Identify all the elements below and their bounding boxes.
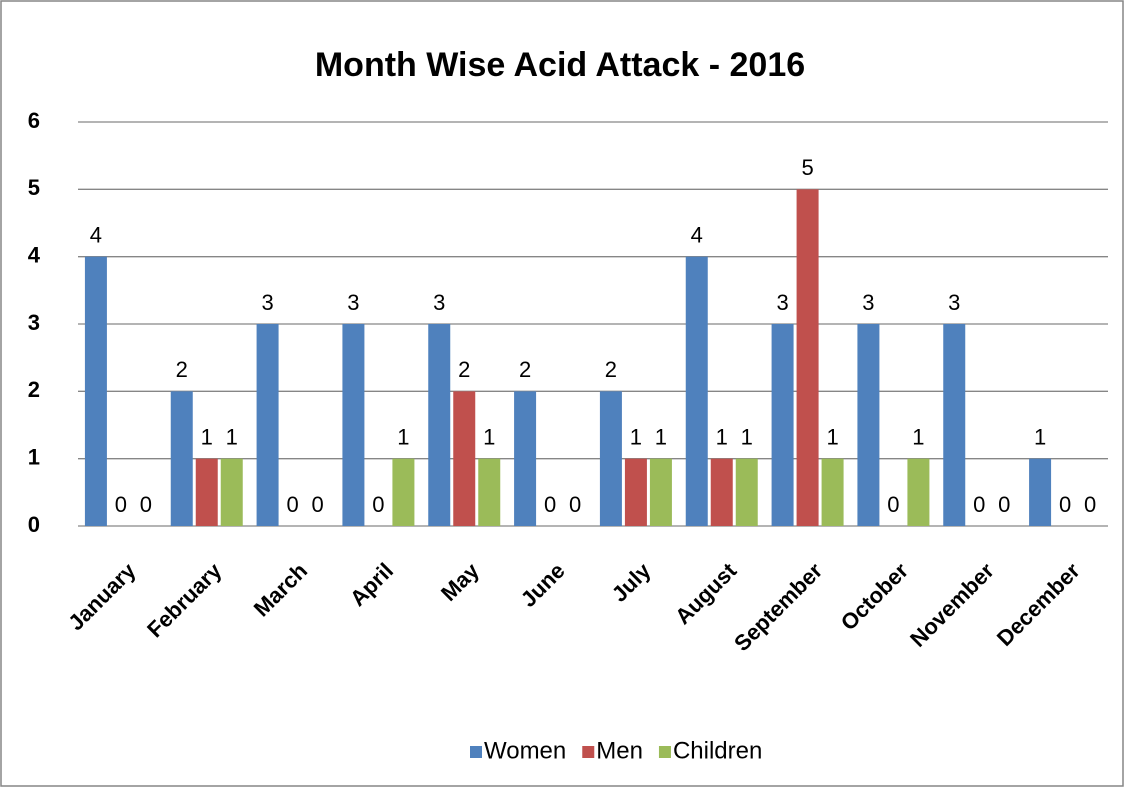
data-label: 4 [90, 222, 102, 247]
bar [170, 391, 193, 526]
data-label: 0 [140, 492, 152, 517]
legend-swatch [470, 746, 482, 758]
data-label: 3 [433, 290, 445, 315]
data-label: 1 [716, 424, 728, 449]
data-label: 0 [115, 492, 127, 517]
bar [428, 324, 451, 526]
data-label: 2 [458, 357, 470, 382]
data-label: 1 [1034, 424, 1046, 449]
data-label: 0 [569, 492, 581, 517]
y-tick-label: 3 [28, 310, 40, 335]
data-label: 0 [1059, 492, 1071, 517]
legend-label: Women [484, 737, 566, 764]
bar [685, 256, 708, 526]
data-label: 3 [347, 290, 359, 315]
data-label: 1 [741, 424, 753, 449]
data-label: 1 [226, 424, 238, 449]
bar [84, 256, 107, 526]
data-label: 2 [176, 357, 188, 382]
bar [735, 458, 758, 526]
data-label: 1 [826, 424, 838, 449]
bar [195, 458, 218, 526]
data-label: 1 [201, 424, 213, 449]
data-label: 3 [261, 290, 273, 315]
bar [771, 324, 794, 526]
data-label: 0 [544, 492, 556, 517]
chart-title: Month Wise Acid Attack - 2016 [315, 46, 805, 84]
bar [514, 391, 537, 526]
data-label: 0 [887, 492, 899, 517]
data-label: 5 [801, 155, 813, 180]
legend-label: Men [596, 737, 643, 764]
bar [256, 324, 279, 526]
data-label: 3 [948, 290, 960, 315]
bar [821, 458, 844, 526]
y-tick-label: 4 [28, 242, 41, 267]
bar [907, 458, 930, 526]
bar [796, 189, 819, 527]
legend-label: Children [673, 737, 762, 764]
data-label: 4 [691, 222, 703, 247]
bar [710, 458, 733, 526]
data-label: 2 [605, 357, 617, 382]
data-label: 3 [776, 290, 788, 315]
y-tick-label: 1 [28, 444, 40, 469]
bar [857, 324, 880, 526]
data-label: 1 [483, 424, 495, 449]
data-label: 0 [998, 492, 1010, 517]
data-label: 0 [1084, 492, 1096, 517]
data-label: 2 [519, 357, 531, 382]
data-label: 0 [973, 492, 985, 517]
data-label: 1 [397, 424, 409, 449]
bar [453, 391, 476, 526]
y-tick-label: 0 [28, 512, 40, 537]
bar [392, 458, 415, 526]
data-label: 0 [286, 492, 298, 517]
bar [220, 458, 243, 526]
data-label: 1 [630, 424, 642, 449]
legend-swatch [582, 746, 595, 758]
y-tick-label: 6 [28, 108, 40, 133]
bar [599, 391, 622, 526]
bar [624, 458, 647, 526]
bar [1029, 458, 1052, 526]
data-label: 1 [655, 424, 667, 449]
bar [478, 458, 501, 526]
bar [649, 458, 672, 526]
data-label: 0 [311, 492, 323, 517]
data-label: 1 [912, 424, 924, 449]
y-tick-label: 2 [28, 377, 40, 402]
y-tick-label: 5 [28, 175, 40, 200]
data-label: 3 [862, 290, 874, 315]
data-label: 0 [372, 492, 384, 517]
bar [342, 324, 365, 526]
legend-swatch [658, 746, 671, 758]
bar [943, 324, 966, 526]
